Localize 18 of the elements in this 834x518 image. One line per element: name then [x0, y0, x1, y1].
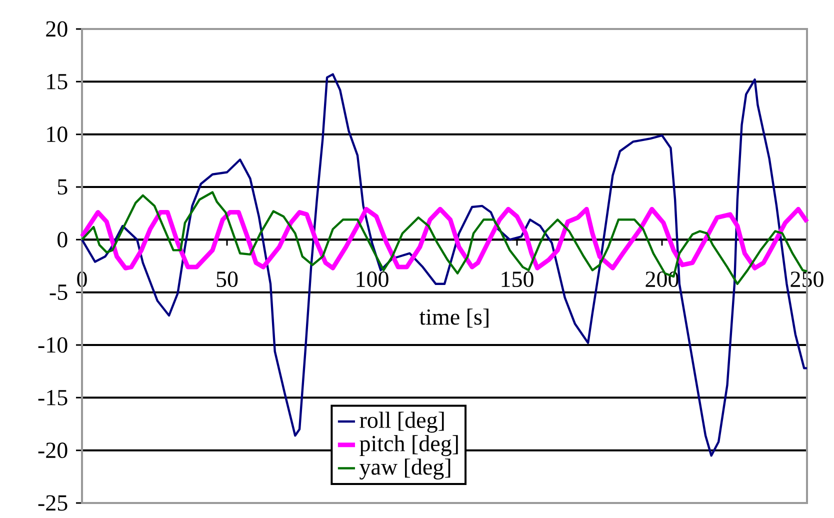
y-tick-label: 10: [47, 126, 68, 142]
x-axis-title: time [s]: [419, 308, 488, 328]
x-tick-label: 150: [502, 271, 534, 287]
legend-label: pitch [deg]: [360, 434, 458, 456]
y-tick-label: -10: [38, 337, 68, 353]
y-tick-label: 15: [47, 74, 68, 90]
y-tick-label: 5: [58, 179, 68, 194]
y-tick-label: 0: [58, 232, 68, 248]
legend-label: yaw [deg]: [360, 458, 450, 480]
line-series: [80, 206, 810, 270]
y-tick-label: -15: [38, 390, 68, 406]
y-tick-label: -5: [50, 284, 68, 300]
y-tick-label: -20: [38, 442, 68, 458]
x-tick-label: 100: [356, 271, 388, 287]
y-tick-label: -25: [38, 495, 68, 511]
y-tick-label: 20: [46, 21, 68, 37]
legend-label: roll [deg]: [360, 412, 444, 433]
x-tick-label: 50: [216, 271, 238, 287]
